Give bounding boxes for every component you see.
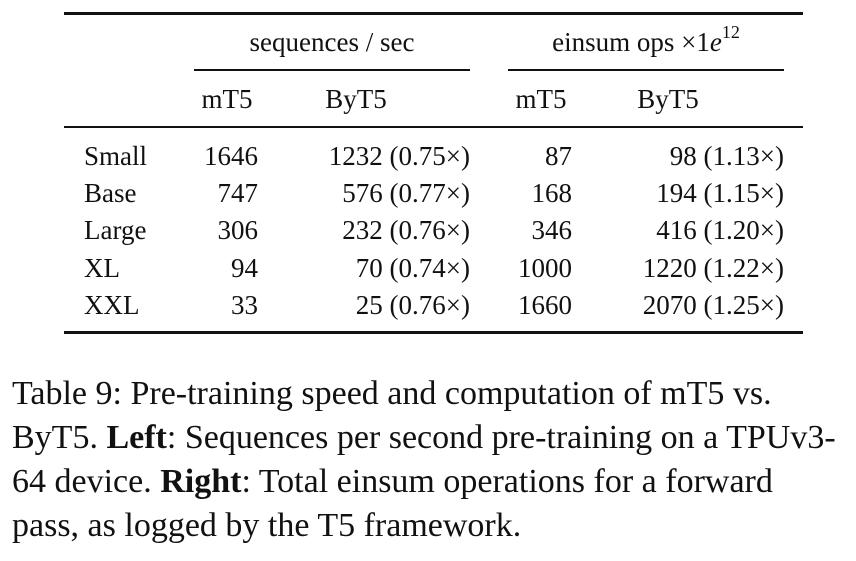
caption-intro: Table 9: Pre-training speed and computat…: [12, 375, 772, 456]
caption-left-label: Left: [106, 419, 167, 456]
subheader-seq-mt5: mT5: [201, 84, 253, 114]
bottom-rule: [64, 331, 803, 334]
row-label: Large: [84, 215, 147, 245]
cell-ops-mt5: 1660: [518, 290, 572, 320]
cell-ops-byt5: 2070 (1.25×): [642, 290, 784, 320]
cell-seq-byt5: 25 (0.76×): [355, 290, 470, 320]
cell-seq-mt5: 33: [231, 290, 258, 320]
caption-left-text: : Sequences per second pre-training on a…: [12, 419, 836, 500]
cell-seq-mt5: 94: [231, 253, 258, 283]
row-label: Base: [84, 178, 137, 208]
cell-seq-byt5: 576 (0.77×): [342, 178, 470, 208]
cell-ops-mt5: 346: [531, 215, 573, 245]
caption-right-label: Right: [160, 463, 242, 500]
subheader-seq-byt5: ByT5: [325, 84, 387, 114]
cell-ops-mt5: 168: [531, 178, 573, 208]
cell-ops-byt5: 416 (1.20×): [656, 215, 784, 245]
group-header-einsum: einsum ops ×1e12: [508, 23, 784, 57]
cell-seq-byt5: 232 (0.76×): [342, 215, 470, 245]
group-header-einsum-exp: 12: [721, 22, 740, 42]
cell-ops-mt5: 87: [545, 141, 572, 171]
cell-ops-byt5: 1220 (1.22×): [642, 253, 784, 283]
group-header-sequences: sequences / sec: [249, 27, 415, 57]
row-label: Small: [84, 141, 148, 171]
group-underline-right: [508, 69, 784, 71]
cell-seq-byt5: 1232 (0.75×): [328, 141, 470, 171]
subheader-ops-mt5: mT5: [515, 84, 567, 114]
group-header-einsum-base: e: [709, 27, 722, 57]
row-label: XL: [84, 253, 120, 283]
subheader-ops-byt5: ByT5: [637, 84, 699, 114]
group-underline-left: [194, 69, 470, 71]
cell-seq-byt5: 70 (0.74×): [355, 253, 470, 283]
group-header-einsum-prefix: einsum ops ×1: [552, 27, 710, 57]
table-caption: Table 9: Pre-training speed and computat…: [12, 372, 848, 548]
cell-seq-mt5: 1646: [204, 141, 258, 171]
caption-right-text: : Total einsum operations for a forward …: [12, 463, 773, 544]
row-label: XXL: [84, 290, 140, 320]
mid-rule: [64, 126, 803, 128]
cell-ops-byt5: 194 (1.15×): [656, 178, 784, 208]
top-rule: [64, 12, 803, 15]
cell-seq-mt5: 747: [217, 178, 259, 208]
cell-seq-mt5: 306: [217, 215, 259, 245]
cell-ops-byt5: 98 (1.13×): [669, 141, 784, 171]
cell-ops-mt5: 1000: [518, 253, 572, 283]
